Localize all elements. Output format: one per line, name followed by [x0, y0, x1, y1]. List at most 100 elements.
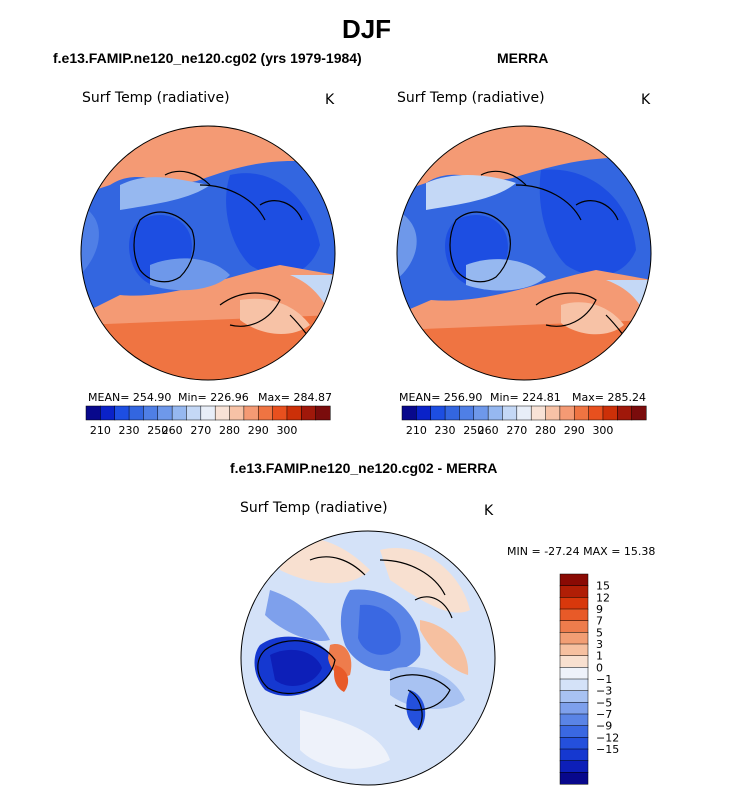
panel2-colorbar-swatch — [617, 405, 633, 421]
panel3-colorbar-swatch — [559, 772, 589, 785]
panel1-colorbar-tick: 260 — [162, 424, 183, 437]
panel1-colorbar-tick: 230 — [119, 424, 140, 437]
panel3-colorbar-swatch — [559, 702, 589, 715]
panel2-colorbar-swatch — [516, 405, 532, 421]
panel1-mean: MEAN= 254.90 — [88, 391, 172, 404]
panel3-colorbar-swatch — [559, 737, 589, 750]
panel1-colorbar-tick: 290 — [248, 424, 269, 437]
panel1-max: Max= 284.87 — [258, 391, 332, 404]
panel3-colorbar-swatch — [559, 667, 589, 680]
panel2-colorbar-swatch — [444, 405, 460, 421]
panel2-colorbar-swatch — [502, 405, 518, 421]
panel2-colorbar-tick: 290 — [564, 424, 585, 437]
panel3-colorbar-swatch — [559, 725, 589, 738]
panel3-colorbar-tick: 12 — [596, 591, 610, 604]
panel2-colorbar-tick: 260 — [478, 424, 499, 437]
panel3-colorbar-swatch — [559, 748, 589, 762]
panel2-colorbar-tick: 230 — [435, 424, 456, 437]
panel3-colorbar-swatch — [559, 597, 589, 610]
panel1-colorbar-swatch — [229, 405, 245, 421]
panel1-colorbar-swatch — [257, 405, 274, 421]
panel1-variable: Surf Temp (radiative) — [82, 90, 230, 106]
panel3-colorbar-swatch — [559, 713, 589, 727]
panel3-colorbar-swatch — [559, 573, 589, 587]
page-title: DJF — [341, 14, 392, 44]
panel2-polar-map — [396, 125, 652, 381]
panel1-colorbar-tick: 300 — [276, 424, 297, 437]
panel3-colorbar-swatch — [559, 643, 589, 657]
panel1-colorbar-tick: 280 — [219, 424, 240, 437]
panel3-variable: Surf Temp (radiative) — [240, 500, 388, 516]
panel1-colorbar-swatch — [301, 405, 317, 421]
panel2-title: MERRA — [497, 50, 549, 66]
panel1-title: f.e13.FAMIP.ne120_ne120.cg02 (yrs 1979-1… — [53, 50, 362, 66]
panel3-colorbar-swatch — [559, 608, 589, 622]
panel2-colorbar-swatch — [416, 405, 432, 421]
panel2-colorbar-swatch — [631, 405, 647, 421]
panel2-colorbar-swatch — [487, 405, 504, 421]
panel3-colorbar-tick: −9 — [596, 720, 612, 733]
panel3-title: f.e13.FAMIP.ne120_ne120.cg02 - MERRA — [230, 460, 498, 476]
panel2-variable: Surf Temp (radiative) — [397, 90, 545, 106]
panel1-colorbar-swatch — [143, 405, 159, 421]
panel3-colorbar-swatch — [559, 585, 589, 598]
panel1-min: Min= 226.96 — [178, 391, 249, 404]
panel3-colorbar-swatch — [559, 620, 589, 633]
panel2-colorbar-swatch — [588, 405, 604, 421]
panel3-colorbar-tick: 9 — [596, 603, 603, 616]
panel3-colorbar-tick: 5 — [596, 626, 603, 639]
panel1-colorbar-swatch — [214, 405, 231, 421]
panel1-colorbar-swatch — [85, 405, 101, 421]
panel3-colorbar-swatch — [559, 632, 589, 645]
panel3-colorbar-swatch — [559, 760, 589, 773]
panel1-colorbar-swatch — [171, 405, 188, 421]
panel2-colorbar-swatch — [530, 405, 547, 421]
panel2-colorbar-tick: 270 — [506, 424, 527, 437]
panel3-colorbar-tick: 0 — [596, 661, 603, 674]
panel2-colorbar-swatch — [473, 405, 489, 421]
panel2-colorbar-tick: 210 — [406, 424, 427, 437]
panel2-colorbar-swatch — [559, 405, 575, 421]
panel2-colorbar-tick: 250 — [463, 424, 484, 437]
panel2-colorbar-swatch — [401, 405, 417, 421]
panel2-units: K — [641, 92, 651, 108]
panel3-colorbar-swatch — [559, 655, 589, 668]
panel3-colorbar-tick: 15 — [596, 580, 610, 593]
panel3-colorbar-tick: −1 — [596, 673, 612, 686]
panel3-polar-map — [240, 530, 496, 786]
panel2-colorbar-swatch — [430, 405, 446, 421]
panel2-colorbar-tick: 300 — [592, 424, 613, 437]
panel3-colorbar-tick: −5 — [596, 696, 612, 709]
panel1-colorbar-swatch — [315, 405, 331, 421]
panel3-colorbar-swatch — [559, 690, 589, 703]
panel2-min: Min= 224.81 — [490, 391, 561, 404]
panel3-colorbar-swatch — [559, 678, 589, 692]
panel3-colorbar-tick: 7 — [596, 615, 603, 628]
panel3-units: K — [484, 503, 494, 519]
panel1-colorbar-tick: 270 — [190, 424, 211, 437]
panel1-colorbar-swatch — [114, 405, 130, 421]
panel1-colorbar-swatch — [157, 405, 173, 421]
panel2-colorbar-swatch — [545, 405, 561, 421]
panel2-colorbar-tick: 280 — [535, 424, 556, 437]
panel2-colorbar-swatch — [573, 405, 590, 421]
panel3-colorbar-tick: 3 — [596, 638, 603, 651]
panel2-colorbar-swatch — [602, 405, 618, 421]
panel1-colorbar-swatch — [100, 405, 116, 421]
panel3-colorbar-tick: −7 — [596, 708, 612, 721]
panel3-colorbar-tick: −15 — [596, 743, 619, 756]
panel1-colorbar-tick: 210 — [90, 424, 111, 437]
panel1-colorbar-swatch — [186, 405, 202, 421]
panel2-max: Max= 285.24 — [572, 391, 646, 404]
panel3-colorbar-tick: −3 — [596, 685, 612, 698]
panel1-colorbar-tick: 250 — [147, 424, 168, 437]
panel1-colorbar-swatch — [286, 405, 302, 421]
panel1-colorbar-swatch — [128, 405, 144, 421]
panel1-colorbar-swatch — [272, 405, 288, 421]
panel3-min-max: MIN = -27.24 MAX = 15.38 — [507, 545, 656, 558]
panel2-mean: MEAN= 256.90 — [399, 391, 483, 404]
panel3-colorbar-tick: 1 — [596, 650, 603, 663]
panel1-colorbar-swatch — [243, 405, 259, 421]
